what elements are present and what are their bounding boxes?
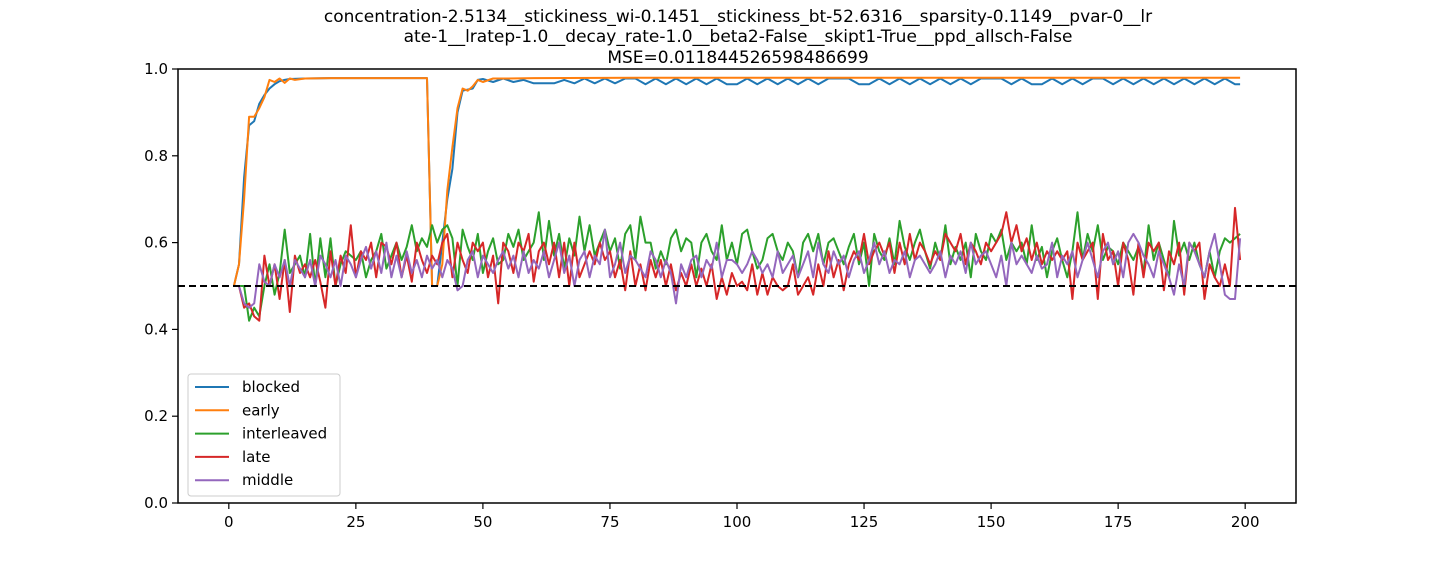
chart-title-line-3: MSE=0.011844526598486699 [607,48,868,68]
x-tick-label: 75 [600,513,619,531]
y-axis-ticks: 0.0 0.2 0.4 0.6 0.8 1.0 [144,60,178,512]
y-tick-label: 0.8 [144,147,168,165]
legend-label-late: late [242,448,270,466]
x-tick-label: 200 [1231,513,1260,531]
legend-label-early: early [242,401,280,419]
y-tick-label: 0.6 [144,234,168,252]
chart-title-line-1: concentration-2.5134__stickiness_wi-0.14… [324,7,1152,27]
y-tick-label: 0.2 [144,407,168,425]
series-line-middle [233,228,1242,309]
x-tick-label: 25 [346,513,365,531]
legend-label-middle: middle [242,471,293,489]
axes-frame [177,68,1297,504]
legend-box [187,373,341,497]
x-tick-label: 100 [723,513,752,531]
y-tick-label: 0.4 [144,320,168,338]
chart-title-line-2: ate-1__lratep-1.0__decay_rate-1.0__beta2… [404,27,1073,47]
series-line-interleaved [233,211,1241,322]
x-tick-label: 0 [224,513,234,531]
x-tick-label: 150 [977,513,1006,531]
legend: blocked early interleaved late middle [187,373,341,497]
x-tick-label: 50 [473,513,492,531]
x-tick-label: 175 [1104,513,1133,531]
y-tick-label: 1.0 [144,60,168,78]
x-axis-ticks: 0 25 50 75 100 125 150 175 200 [224,503,1260,531]
legend-label-interleaved: interleaved [242,425,327,443]
y-tick-label: 0.0 [144,494,168,512]
plot-area [178,76,1296,322]
legend-label-blocked: blocked [242,378,300,396]
x-tick-label: 125 [850,513,879,531]
chart-title: concentration-2.5134__stickiness_wi-0.14… [324,7,1152,68]
